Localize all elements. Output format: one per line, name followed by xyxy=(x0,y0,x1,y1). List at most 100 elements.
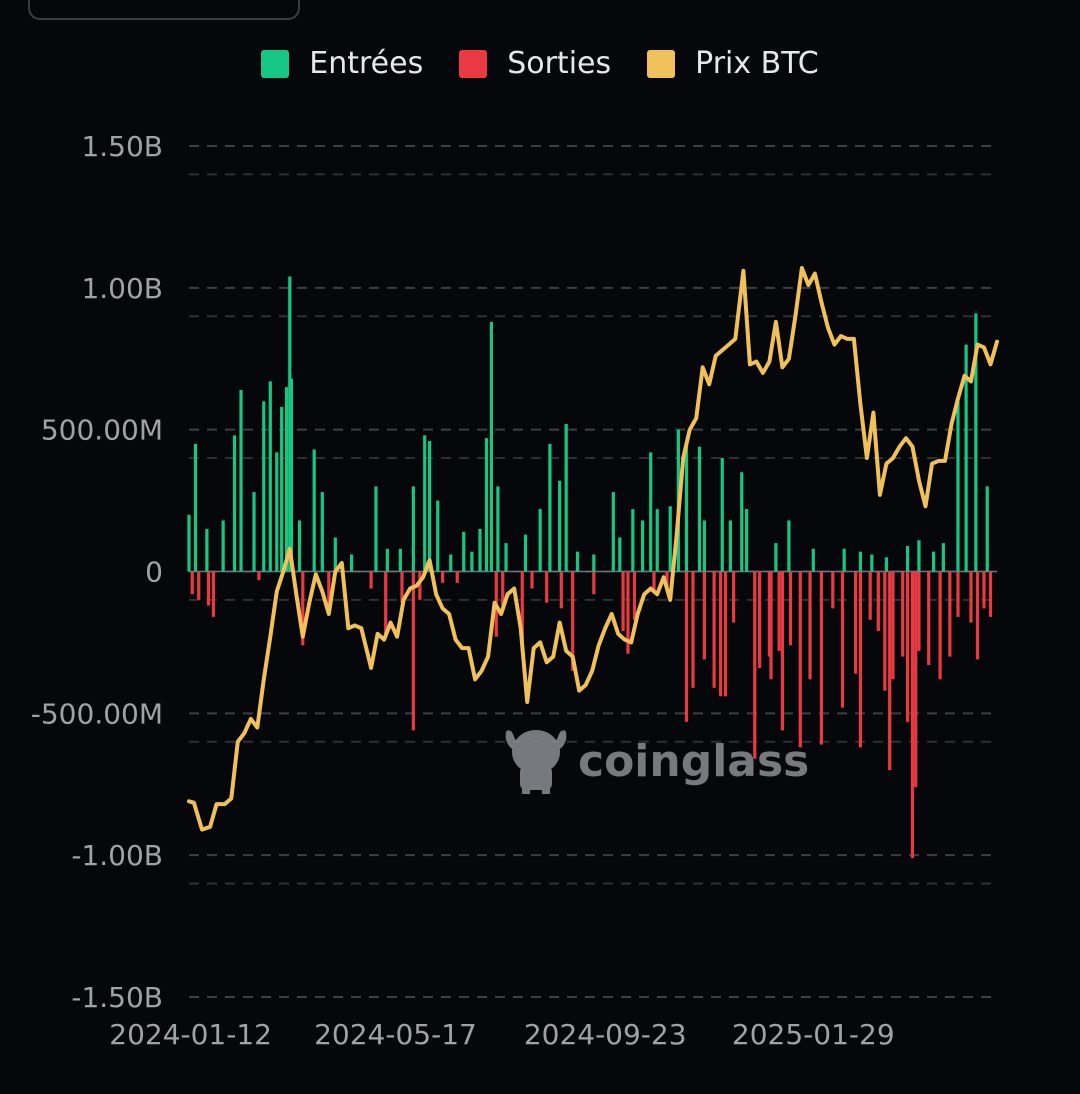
outflow-bar xyxy=(665,571,669,589)
x-tick-label: 2024-09-23 xyxy=(524,1018,687,1051)
inflow-bar xyxy=(449,554,453,572)
outflow-bar xyxy=(327,571,331,606)
inflow-bar xyxy=(649,452,653,572)
outflow-bar xyxy=(301,571,305,646)
inflow-bar xyxy=(436,500,440,572)
outflow-bar xyxy=(853,571,858,674)
inflow-bar xyxy=(720,458,724,572)
outflow-bar xyxy=(917,571,921,651)
outflow-bar xyxy=(732,571,736,623)
outflow-bar xyxy=(369,571,373,589)
outflow-bar xyxy=(723,571,728,697)
outflow-bar xyxy=(501,571,505,606)
inflow-bar xyxy=(640,520,645,572)
outflow-bar xyxy=(691,571,695,688)
inflow-bar xyxy=(411,486,415,572)
inflow-bar xyxy=(320,492,324,572)
inflow-bar xyxy=(280,406,284,572)
outflow-bar xyxy=(384,571,388,637)
inflow-bar xyxy=(787,520,791,572)
legend-item-prix-btc[interactable]: Prix BTC xyxy=(647,46,819,81)
legend-swatch-sorties xyxy=(459,49,488,78)
y-tick-label: -1.00B xyxy=(71,839,163,872)
outflow-bar xyxy=(418,571,422,600)
outflow-bar xyxy=(905,571,910,722)
inflow-bar xyxy=(956,401,960,572)
outflow-bar xyxy=(868,571,872,620)
outflow-bar xyxy=(788,571,793,646)
outflow-bar xyxy=(758,571,762,668)
outflow-bar xyxy=(891,571,895,680)
inflow-bar xyxy=(931,551,936,572)
y-tick-label: 1.00B xyxy=(81,272,163,305)
inflow-bar xyxy=(811,548,815,572)
legend-item-sorties[interactable]: Sorties xyxy=(459,46,611,81)
inflow-bar xyxy=(187,514,191,572)
inflow-bar xyxy=(564,423,568,572)
inflow-bar xyxy=(398,548,402,572)
inflow-bar xyxy=(611,492,615,572)
legend-swatch-entrees xyxy=(261,49,290,78)
inflow-bar xyxy=(618,537,622,572)
inflow-bar xyxy=(905,545,910,572)
inflow-bar xyxy=(252,492,256,572)
y-tick-label: 1.50B xyxy=(81,130,163,163)
legend-label-sorties: Sorties xyxy=(507,46,612,81)
inflow-bar xyxy=(592,554,596,572)
inflow-bar xyxy=(575,551,580,572)
inflow-bar xyxy=(484,438,489,572)
x-axis: 2024-01-12 2024-05-17 2024-09-23 2025-01-29 xyxy=(109,1018,894,1051)
outflow-bar xyxy=(969,571,973,623)
outflow-bar xyxy=(914,571,918,788)
inflow-bar xyxy=(289,378,294,572)
outflow-bar xyxy=(206,571,211,606)
outflow-bar xyxy=(819,571,824,745)
x-tick-label: 2024-01-12 xyxy=(109,1018,272,1051)
inflow-bar xyxy=(262,401,266,572)
bull-mascot-icon xyxy=(505,730,567,794)
inflow-bar xyxy=(268,381,272,572)
outflow-bar xyxy=(831,571,835,609)
outflow-bar xyxy=(780,571,785,731)
outflow-bar xyxy=(975,571,980,660)
x-tick-label: 2025-01-29 xyxy=(732,1018,895,1051)
outflow-bar xyxy=(571,571,575,671)
inflow-bar xyxy=(232,435,237,572)
inflow-bar xyxy=(297,520,302,572)
bars xyxy=(187,276,993,859)
outflow-bar xyxy=(753,571,757,759)
outflow-bar xyxy=(927,571,931,666)
inflow-bar xyxy=(964,344,968,572)
inflow-bar xyxy=(985,486,989,572)
legend-swatch-prix-btc xyxy=(647,49,676,78)
x-tick-label: 2024-05-17 xyxy=(314,1018,477,1051)
inflow-bar xyxy=(858,551,863,572)
watermark-text: coinglass xyxy=(578,736,809,787)
outflow-bar xyxy=(988,571,993,617)
outflow-bar xyxy=(712,571,716,688)
inflow-bar xyxy=(974,313,978,572)
outflow-bar xyxy=(400,571,404,603)
inflow-bar xyxy=(523,534,528,572)
inflow-bar xyxy=(558,480,562,572)
inflow-bar xyxy=(728,520,732,572)
inflow-bar xyxy=(205,528,209,572)
outflow-bar xyxy=(719,571,723,697)
inflow-bar xyxy=(333,537,337,572)
chart-legend: Entrées Sorties Prix BTC xyxy=(0,46,1080,81)
inflow-bar xyxy=(374,486,378,572)
inflow-bar xyxy=(774,543,778,572)
outflow-bar xyxy=(901,571,905,657)
inflow-bar xyxy=(917,540,921,572)
outflow-bar xyxy=(684,571,689,722)
inflow-bar xyxy=(496,486,500,572)
inflow-bar xyxy=(870,554,874,572)
watermark: coinglass xyxy=(505,730,809,794)
outflow-bar xyxy=(808,571,812,680)
outflow-bar xyxy=(592,571,596,595)
outflow-bar xyxy=(798,571,802,748)
outflow-bar xyxy=(411,571,415,731)
inflow-bar xyxy=(684,446,689,572)
legend-item-entrees[interactable]: Entrées xyxy=(261,46,423,81)
